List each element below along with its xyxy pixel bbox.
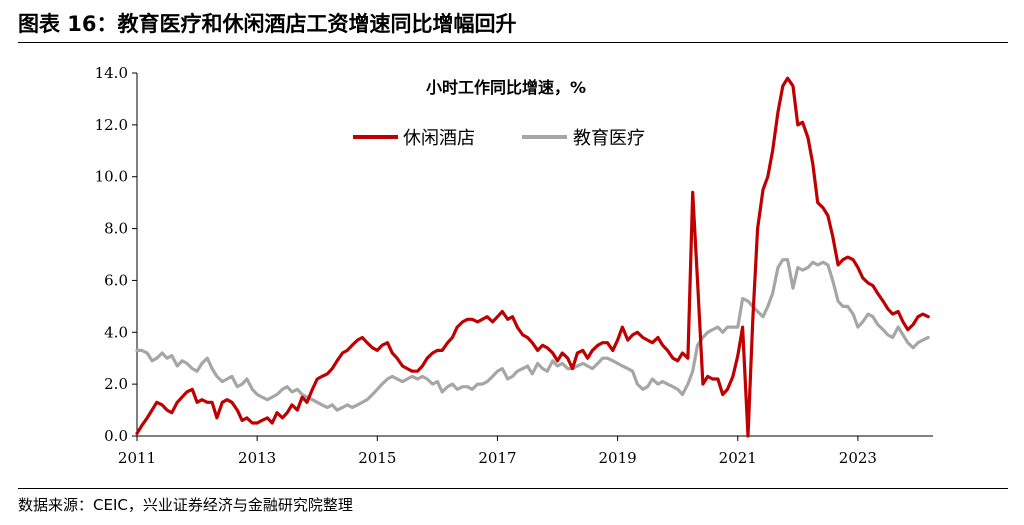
series-line-leisure-hospitality [135,76,930,438]
y-tick-label: 2.0 [104,375,128,393]
x-tick-label: 2017 [478,449,516,467]
x-tick-label: 2015 [358,449,396,467]
chart-series [135,76,930,438]
x-tick-label: 2019 [599,449,637,467]
x-tick-label: 2011 [118,449,156,467]
y-tick-label: 10.0 [95,168,128,186]
y-tick-label: 6.0 [104,271,128,289]
series-line-education-health [135,258,930,412]
y-tick-label: 14.0 [95,64,128,82]
line-chart: 0.0 2.0 4.0 6.0 8.0 10.0 12.0 14.0 2011 2013 2015… [95,64,933,467]
legend-label-leisure-hospitality: 休闲酒店 [403,128,475,149]
legend-label-education-health: 教育医疗 [573,128,645,149]
x-tick-label: 2023 [839,449,877,467]
y-tick-labels: 0.0 2.0 4.0 6.0 8.0 10.0 12.0 14.0 [95,64,128,445]
chart-axes [132,72,933,441]
data-source-note: 数据来源：CEIC，兴业证券经济与金融研究院整理 [18,496,353,514]
y-tick-label: 0.0 [104,427,128,445]
x-tick-label: 2013 [238,449,276,467]
chart-legend: 休闲酒店 教育医疗 [353,128,645,149]
figure-title: 图表 16：教育医疗和休闲酒店工资增速同比增幅回升 [18,12,517,36]
x-tick-label: 2021 [719,449,757,467]
source-divider [18,488,1008,489]
title-divider [18,42,1008,43]
y-tick-label: 8.0 [104,220,128,238]
x-tick-labels: 2011 2013 2015 2017 2019 2021 2023 [118,449,877,467]
y-tick-label: 12.0 [95,116,128,134]
y-tick-label: 4.0 [104,323,128,341]
chart-subtitle: 小时工作同比增速，% [426,78,586,97]
